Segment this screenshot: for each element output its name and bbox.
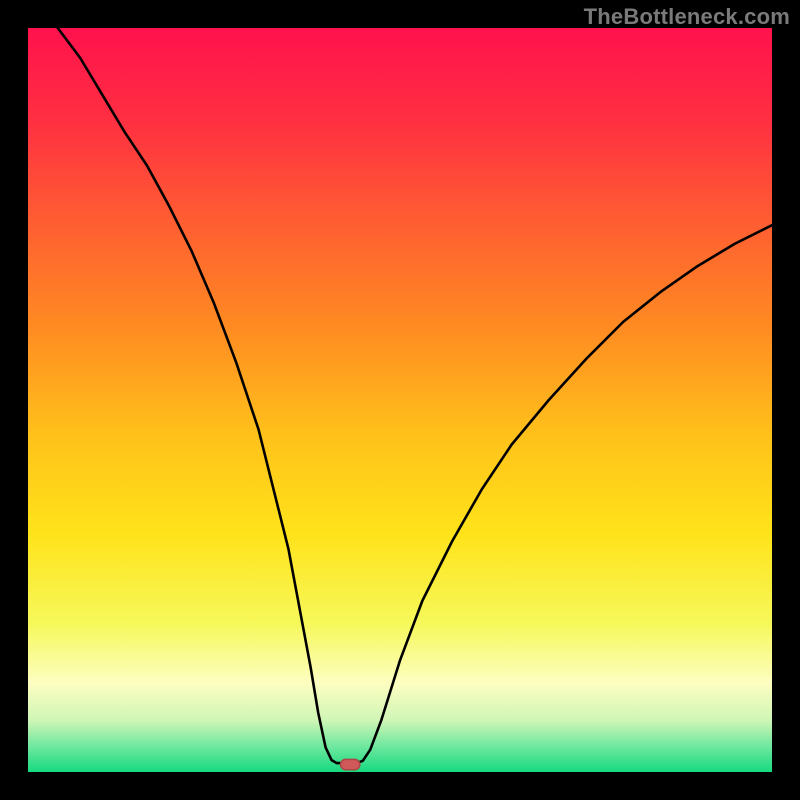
watermark-text: TheBottleneck.com (584, 4, 790, 30)
bottleneck-chart (28, 28, 772, 772)
optimal-marker (340, 759, 359, 769)
chart-frame: TheBottleneck.com (0, 0, 800, 800)
plot-area (28, 28, 772, 772)
